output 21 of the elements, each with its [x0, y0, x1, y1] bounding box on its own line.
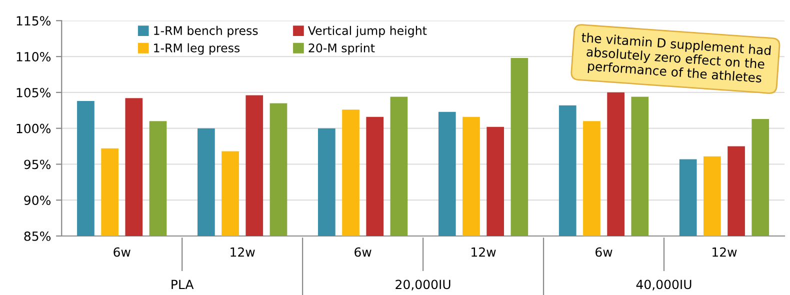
text: 20,000IU — [396, 280, 450, 290]
legend-label: 1-RM bench press — [154, 26, 258, 38]
legend-label: 20-M sprint — [308, 43, 375, 55]
y-tick-label: 105% — [16, 88, 51, 98]
annotation: the vitamin D supplement had absolutely zero effect on the performance of the athletes — [581, 32, 771, 86]
y-tick-label: 90% — [24, 196, 51, 206]
text: 40,000IU — [636, 280, 692, 290]
x-tick-label: 12w — [230, 247, 255, 257]
legend-label: 1-RM leg press — [154, 43, 240, 55]
text: PLA — [172, 280, 194, 289]
x-tick-label: 6w — [114, 247, 130, 257]
y-tick-label: 85% — [24, 231, 51, 241]
y-tick-label: 110% — [16, 52, 51, 62]
x-tick-label: 6w — [596, 247, 612, 257]
y-tick-label: 115% — [16, 16, 51, 26]
y-tick-label: 100% — [16, 124, 51, 134]
x-tick-label: 6w — [354, 247, 372, 257]
x-tick-label: 12w — [472, 247, 496, 257]
y-tick-label: 95% — [24, 160, 51, 170]
x-tick-label: 12w — [712, 247, 737, 257]
legend-label: Vertical jump height — [308, 26, 427, 38]
